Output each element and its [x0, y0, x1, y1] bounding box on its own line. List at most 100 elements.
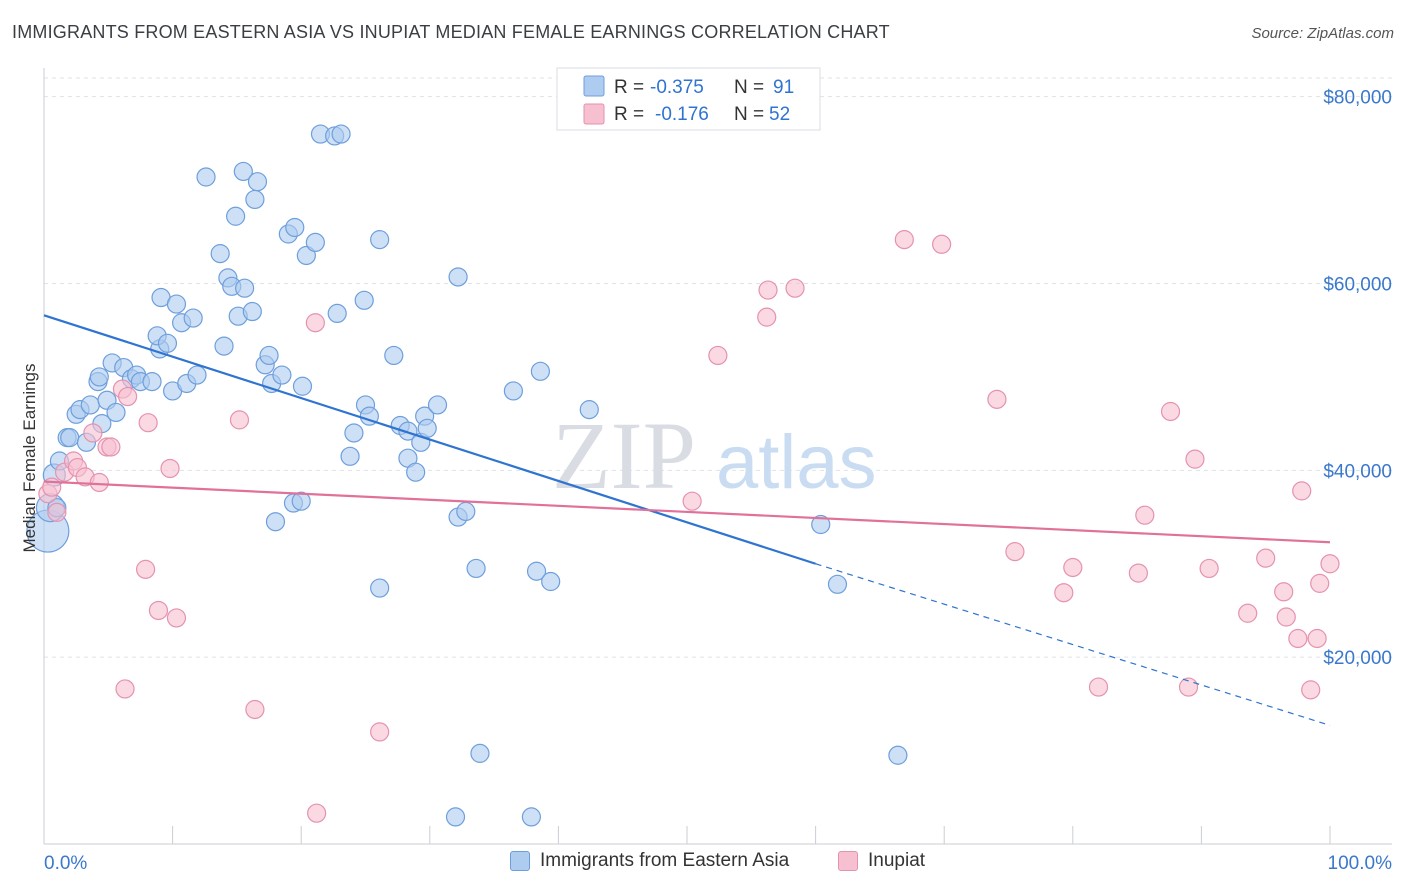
y-tick-label: $40,000: [1323, 461, 1392, 482]
legend-n-value-1: 91: [773, 77, 794, 98]
points-layer: [26, 124, 1340, 827]
source-label: Source: ZipAtlas.com: [1251, 25, 1394, 42]
point-inupiat: [1276, 607, 1296, 627]
point-inupiat: [229, 410, 250, 430]
legend-r-label-1: R =: [614, 77, 644, 98]
point-inupiat: [1199, 558, 1219, 579]
point-eastern-asia: [331, 124, 351, 144]
point-eastern-asia: [370, 230, 390, 250]
point-eastern-asia: [370, 578, 390, 598]
point-eastern-asia: [888, 745, 908, 765]
point-inupiat: [785, 278, 805, 298]
point-eastern-asia: [210, 244, 230, 264]
point-inupiat: [47, 502, 67, 522]
point-eastern-asia: [259, 345, 279, 366]
point-eastern-asia: [445, 807, 466, 827]
point-eastern-asia: [530, 361, 550, 381]
point-inupiat: [1088, 677, 1109, 697]
point-inupiat: [83, 423, 103, 443]
legend-n-value-2: 52: [769, 104, 790, 125]
point-eastern-asia: [466, 558, 486, 579]
point-inupiat: [1185, 449, 1205, 469]
point-eastern-asia: [106, 402, 126, 423]
x-tick-label: 0.0%: [44, 853, 87, 874]
point-inupiat: [1005, 542, 1025, 562]
point-eastern-asia: [285, 217, 305, 238]
legend-swatch-blue: [583, 75, 605, 97]
point-inupiat: [1238, 603, 1258, 623]
legend-swatch-inupiat: [838, 851, 858, 871]
point-eastern-asia: [265, 512, 286, 532]
legend-r-label-2: R =: [614, 104, 644, 125]
point-eastern-asia: [235, 278, 255, 298]
trend-line-inupiat: [43, 480, 1331, 544]
bottom-legend-item-inupiat: Inupiat: [838, 850, 925, 872]
point-eastern-asia: [827, 574, 848, 594]
y-axis-label: Median Female Earnings: [20, 364, 39, 553]
trend-layer: [43, 314, 1331, 726]
trend-line-eastern-asia-extension: [815, 563, 1331, 726]
legend-r-value-1: -0.375: [650, 77, 704, 98]
point-inupiat: [1063, 557, 1083, 578]
point-inupiat: [166, 608, 187, 628]
point-eastern-asia: [305, 232, 325, 253]
point-eastern-asia: [166, 294, 187, 314]
legend-label-eastern-asia: Immigrants from Eastern Asia: [540, 850, 790, 871]
point-inupiat: [1288, 628, 1308, 649]
point-eastern-asia: [456, 501, 476, 522]
watermark: ZIP atlas: [552, 402, 877, 509]
point-inupiat: [138, 413, 158, 433]
point-inupiat: [1160, 401, 1181, 422]
point-inupiat: [758, 280, 778, 300]
legend-n-label-1: N =: [734, 77, 764, 98]
legend-box: R = -0.375 N = 91 R = -0.176 N = 52: [556, 67, 821, 131]
point-eastern-asia: [157, 333, 178, 353]
legend-label-inupiat: Inupiat: [868, 850, 926, 871]
point-inupiat: [682, 491, 702, 511]
point-inupiat: [305, 313, 325, 333]
point-eastern-asia: [427, 395, 448, 415]
point-inupiat: [117, 386, 138, 407]
point-inupiat: [757, 307, 777, 327]
point-inupiat: [1320, 554, 1340, 574]
point-inupiat: [135, 559, 156, 579]
point-eastern-asia: [196, 167, 216, 187]
y-tick-label: $80,000: [1323, 88, 1392, 109]
point-inupiat: [1274, 582, 1294, 602]
point-eastern-asia: [354, 290, 374, 310]
point-eastern-asia: [579, 400, 599, 420]
point-eastern-asia: [296, 245, 316, 266]
point-eastern-asia: [272, 365, 292, 385]
point-eastern-asia: [226, 206, 246, 226]
labels-layer: $20,000 $40,000 $60,000 $80,000 0.0% 100.0%: [44, 88, 1392, 874]
point-inupiat: [1256, 548, 1276, 568]
point-inupiat: [1292, 481, 1312, 501]
chart-title: IMMIGRANTS FROM EASTERN ASIA VS INUPIAT …: [12, 22, 890, 42]
trend-line-eastern-asia: [43, 314, 816, 565]
point-eastern-asia: [187, 365, 207, 385]
point-eastern-asia: [448, 267, 468, 287]
point-inupiat: [1178, 677, 1199, 697]
point-eastern-asia: [503, 381, 523, 401]
point-eastern-asia: [214, 336, 234, 356]
watermark-zip: ZIP: [552, 402, 696, 509]
point-eastern-asia: [247, 172, 268, 192]
legend-r-value-2: -0.176: [655, 104, 709, 125]
watermark-atlas: atlas: [716, 420, 877, 505]
x-tick-label: 100.0%: [1328, 853, 1393, 874]
point-eastern-asia: [417, 418, 437, 438]
legend-swatch-eastern-asia: [510, 851, 530, 871]
legend-n-label-2: N =: [734, 104, 764, 125]
point-inupiat: [148, 600, 169, 621]
point-inupiat: [115, 679, 135, 699]
point-inupiat: [932, 234, 952, 254]
point-eastern-asia: [521, 807, 541, 827]
point-inupiat: [1301, 680, 1321, 700]
point-inupiat: [894, 230, 914, 250]
point-inupiat: [1310, 573, 1330, 593]
point-eastern-asia: [811, 514, 831, 535]
point-inupiat: [307, 803, 327, 823]
point-inupiat: [160, 458, 180, 479]
point-eastern-asia: [142, 371, 162, 392]
